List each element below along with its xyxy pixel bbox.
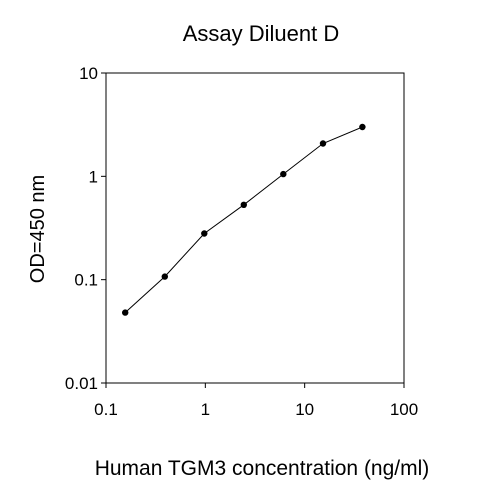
- y-tick-label: 0.01: [65, 374, 98, 393]
- plot-frame: [105, 72, 405, 384]
- x-tick-label: 0.1: [94, 400, 118, 419]
- y-axis-label: OD=450 nm: [27, 175, 49, 283]
- data-point: [161, 273, 168, 280]
- y-tick-label: 1: [89, 167, 98, 186]
- data-point: [280, 170, 287, 178]
- x-tick-label: 10: [295, 400, 314, 419]
- series-line: [124, 126, 363, 313]
- data-point: [122, 309, 129, 316]
- data-points: [122, 123, 366, 316]
- y-tick-label: 10: [79, 64, 98, 83]
- y-axis-ticks: 0.01 0.1 1 10: [65, 64, 106, 393]
- data-point: [359, 123, 366, 131]
- x-tick-label: 100: [390, 400, 418, 419]
- chart-title: Assay Diluent D: [183, 21, 340, 46]
- data-point: [240, 201, 247, 208]
- x-axis-label: Human TGM3 concentration (ng/ml): [95, 457, 430, 480]
- data-point: [319, 140, 327, 147]
- y-tick-label: 0.1: [74, 271, 98, 290]
- x-axis-ticks: 0.1 1 10 100: [94, 383, 418, 419]
- data-point: [201, 230, 208, 237]
- x-tick-label: 1: [201, 400, 210, 419]
